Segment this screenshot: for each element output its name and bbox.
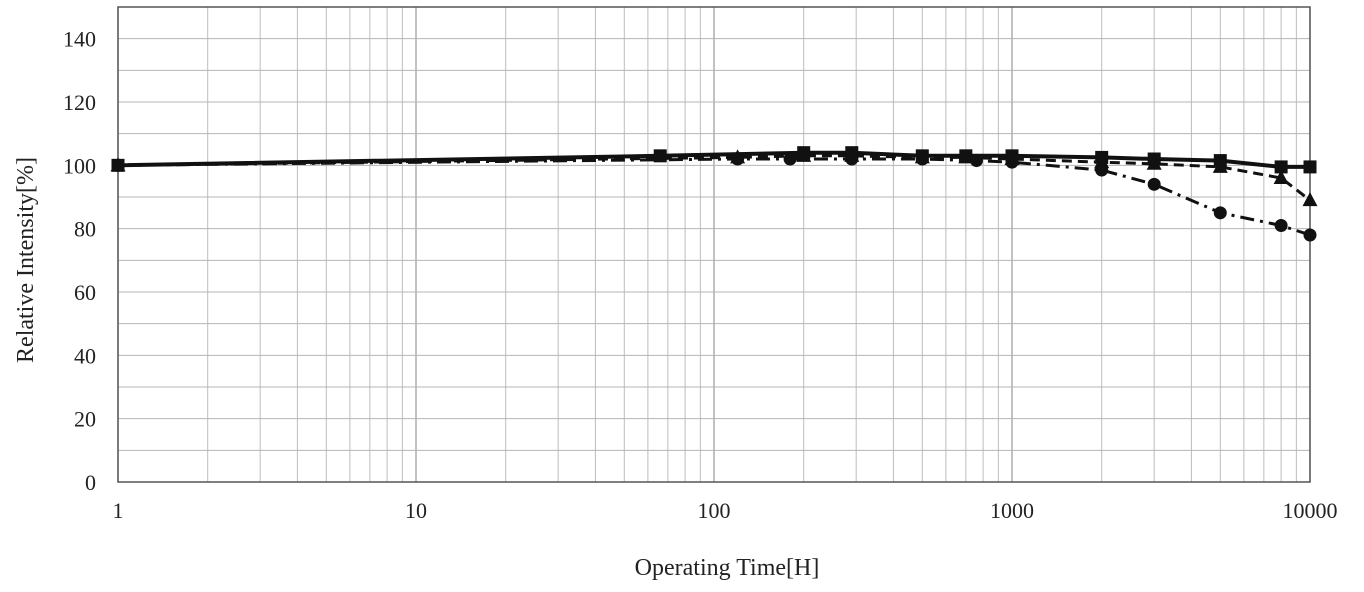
series-line-square [117,150,1310,169]
y-tick-label: 20 [74,407,96,432]
x-tick-label: 1000 [990,498,1034,523]
x-tick-label: 100 [698,498,731,523]
y-tick-label: 100 [63,153,96,178]
series-group [110,146,1318,242]
x-tick-label: 10000 [1283,498,1338,523]
y-tick-label: 140 [63,27,96,52]
data-point-circle [845,152,859,166]
data-point-circle [1274,219,1288,232]
data-point-circle [1147,177,1161,191]
series-line-circle [117,157,1311,237]
data-point-circle [1095,163,1109,177]
data-point-square [1274,160,1288,174]
data-point-triangle [1212,158,1228,173]
y-tick-label: 120 [63,90,96,115]
data-point-circle [731,152,745,166]
tick-labels: 0 20 40 60 80 100 120 140 1 10 100 1000 10000 [63,27,1338,523]
data-point-square [1303,160,1317,174]
x-tick-label: 10 [405,498,427,523]
data-point-circle [1303,228,1317,242]
y-tick-label: 80 [74,217,96,242]
data-point-circle [783,152,797,166]
plot-frame [117,6,1311,483]
x-axis-title: Operating Time[H] [635,555,820,581]
data-point-circle [915,152,929,166]
y-tick-label: 60 [74,280,96,305]
y-axis-title: Relative Intensity[%] [13,157,39,363]
y-tick-label: 0 [85,470,96,495]
x-tick-label: 1 [113,498,124,523]
series-circle [111,152,1317,242]
y-tick-label: 40 [74,343,96,368]
data-point-triangle [1302,192,1318,207]
data-point-circle [969,154,983,168]
axes [117,6,1311,483]
data-point-circle [111,158,125,172]
data-point-circle [1005,155,1019,169]
data-point-triangle [1094,154,1110,169]
data-point-triangle [1146,155,1162,170]
data-point-triangle [1273,170,1289,184]
data-point-circle [1213,206,1227,220]
